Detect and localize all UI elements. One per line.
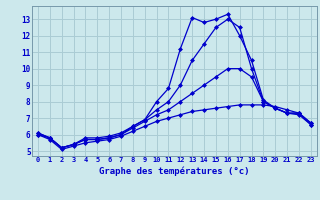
X-axis label: Graphe des températures (°c): Graphe des températures (°c) — [99, 166, 250, 176]
